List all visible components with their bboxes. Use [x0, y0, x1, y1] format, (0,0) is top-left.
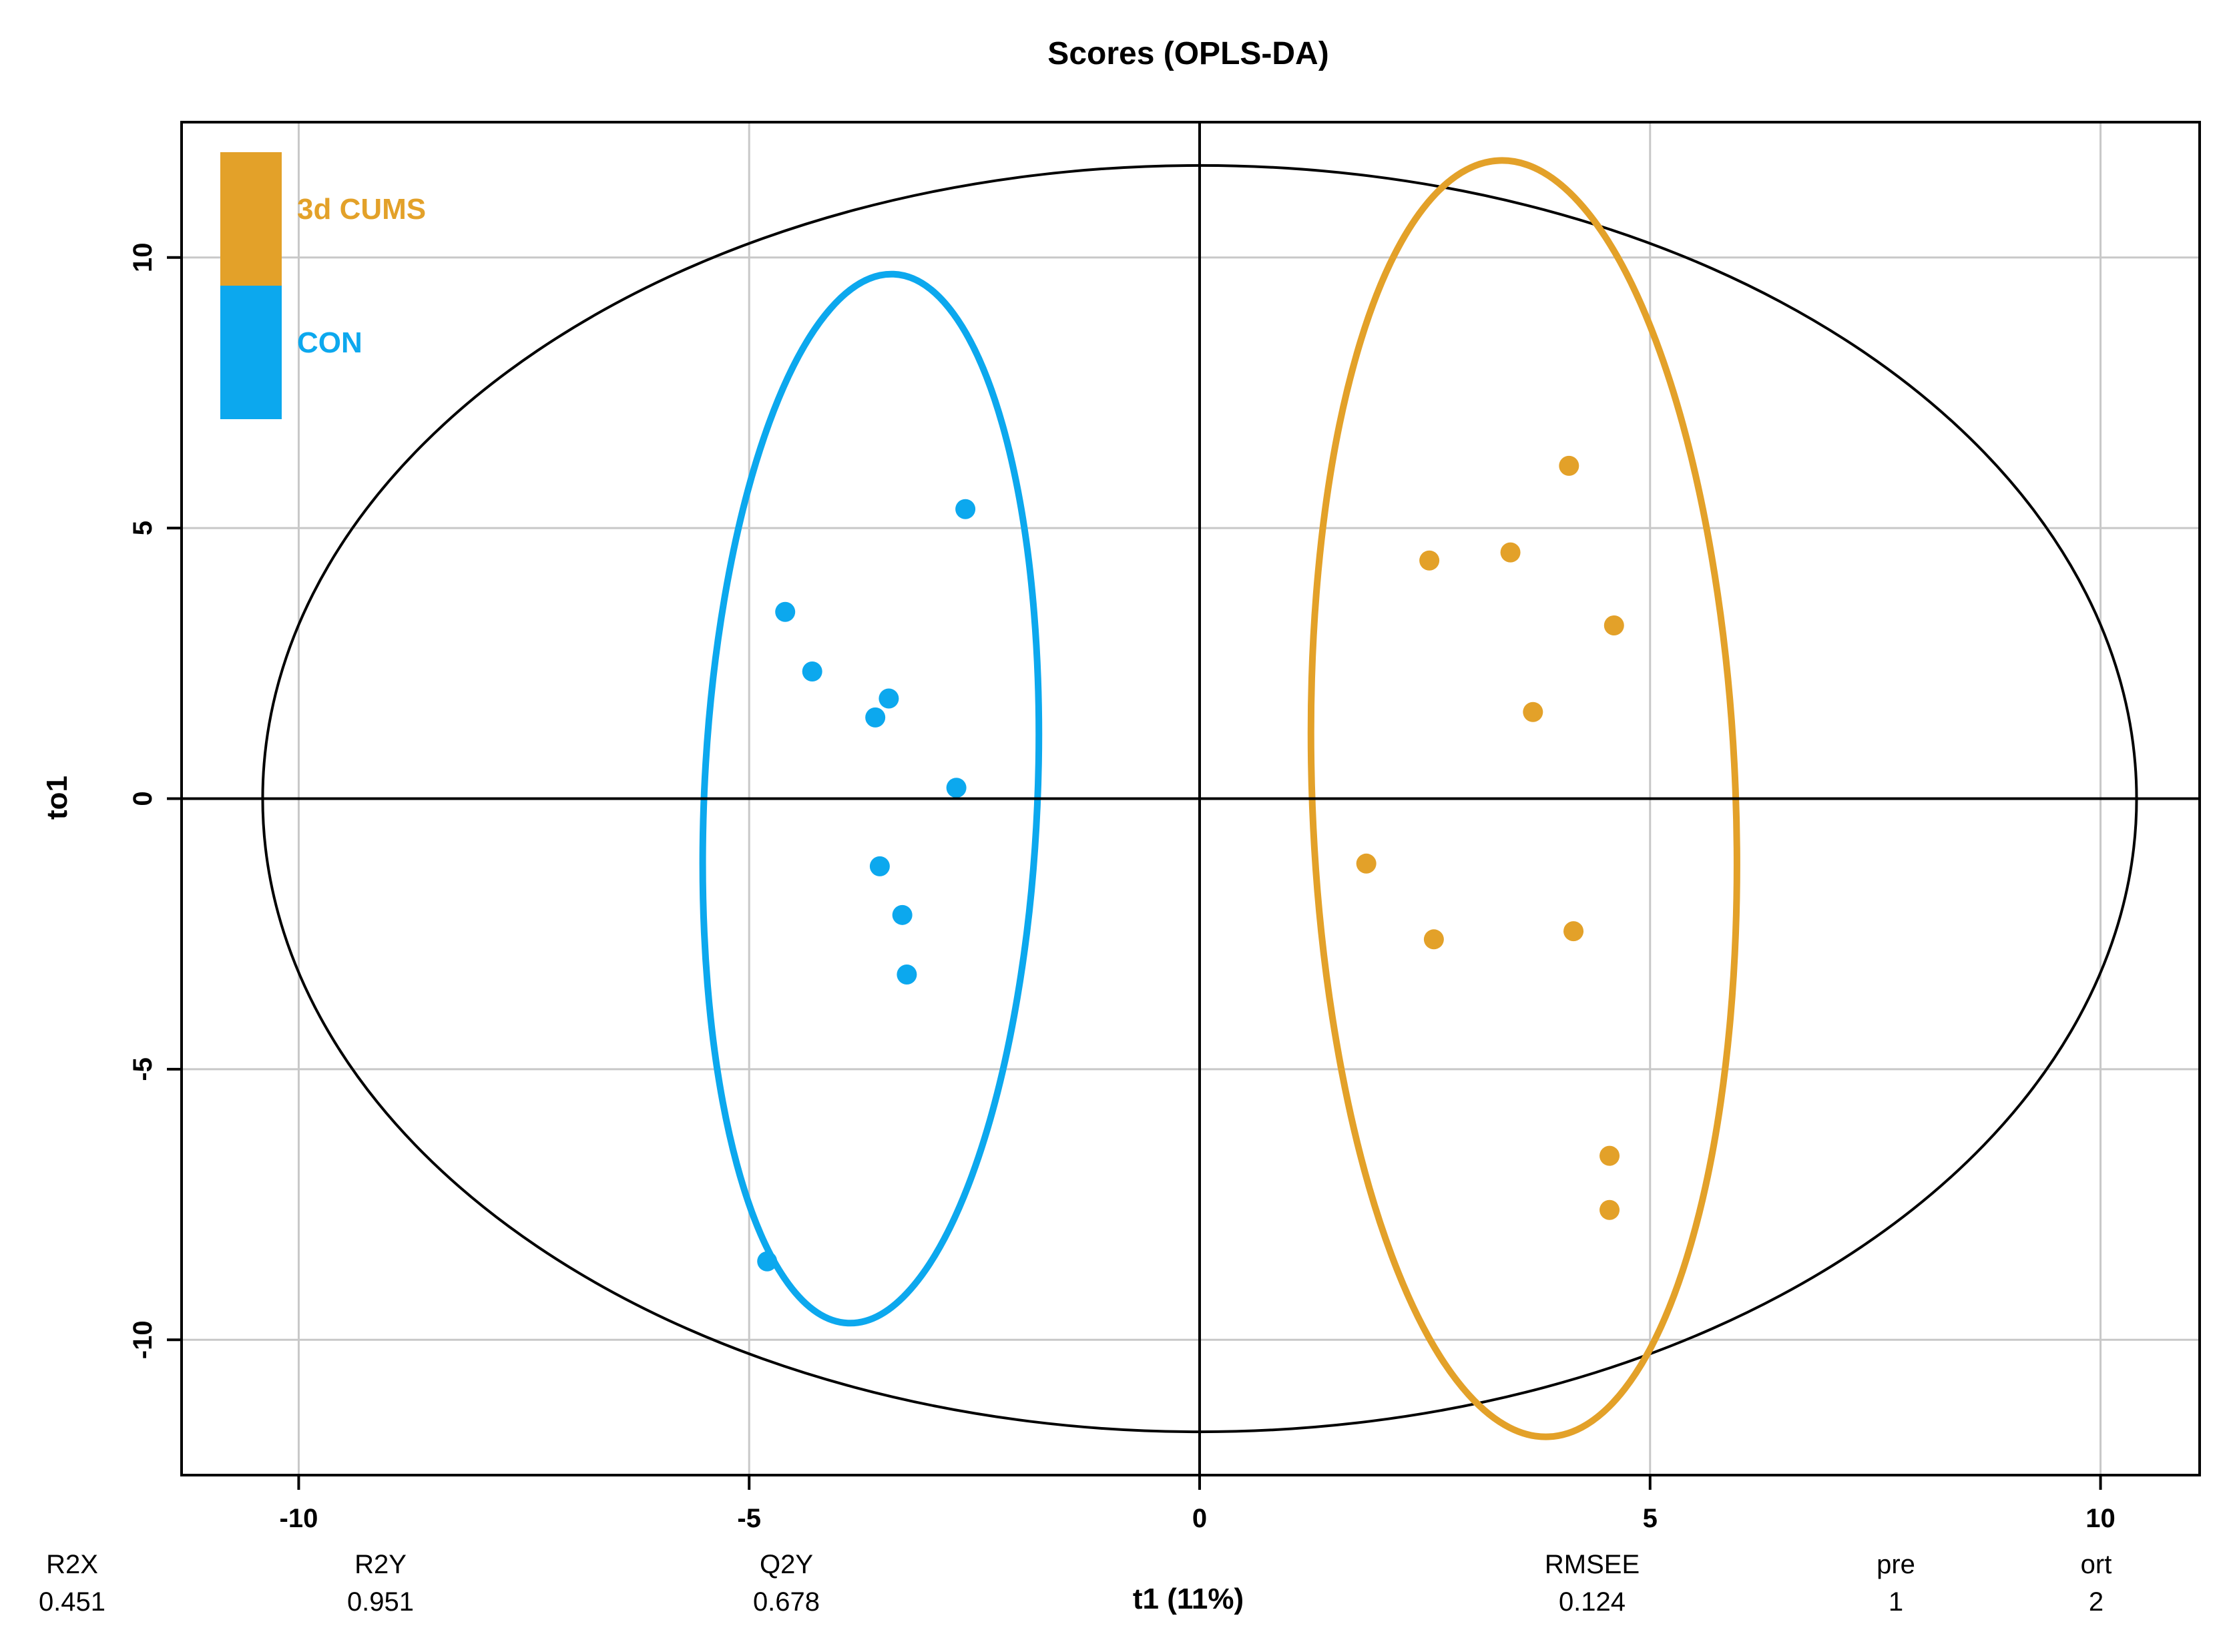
- stat-value: 0.124: [1559, 1587, 1626, 1617]
- legend-swatch-con: [220, 286, 282, 419]
- con-point: [892, 904, 913, 925]
- x-tick-label: 0: [1192, 1504, 1207, 1533]
- stat-label: ort: [2081, 1550, 2112, 1579]
- x-tick-label: -5: [737, 1504, 761, 1533]
- y-tick-label: 10: [128, 242, 158, 272]
- con-point: [946, 778, 967, 798]
- y-tick-label: -10: [128, 1320, 158, 1359]
- 3d-cums-point: [1423, 929, 1444, 950]
- model-statistics: R2X 0.451 R2Y 0.951 Q2Y 0.678 RMSEE 0.124 pre 1 or…: [39, 1550, 2112, 1617]
- chart-title: Scores (OPLS-DA): [1047, 36, 1328, 71]
- 3d-cums-confidence-ellipse: [1307, 157, 1740, 1440]
- grid-lines: [182, 122, 2200, 1475]
- y-tick-label: -5: [128, 1057, 158, 1081]
- 3d-cums-point: [1603, 615, 1624, 636]
- stat-value: 0.678: [753, 1587, 820, 1617]
- 3d-cums-point: [1559, 455, 1579, 476]
- y-tick-label: 5: [128, 521, 158, 535]
- legend: 3d CUMS CON: [220, 152, 426, 419]
- con-confidence-ellipse: [699, 270, 1043, 1327]
- 3d-cums-point: [1563, 921, 1584, 942]
- 3d-cums-point: [1523, 702, 1543, 722]
- x-tick-label: 5: [1643, 1504, 1658, 1533]
- stat-label: R2X: [46, 1550, 98, 1579]
- con-point: [775, 601, 796, 622]
- 3d-cums-point: [1599, 1199, 1620, 1220]
- stat-value: 1: [1889, 1587, 1903, 1617]
- stat-label: pre: [1877, 1550, 1915, 1579]
- con-point: [879, 688, 899, 709]
- stat-value: 2: [2089, 1587, 2104, 1617]
- con-point: [897, 965, 917, 985]
- stat-label: Q2Y: [760, 1550, 813, 1579]
- x-tick-label: -10: [280, 1504, 318, 1533]
- con-point: [865, 707, 886, 728]
- stat-value: 0.451: [39, 1587, 105, 1617]
- x-tick-label: 10: [2085, 1504, 2116, 1533]
- data-points: [757, 455, 1624, 1272]
- stat-label: RMSEE: [1545, 1550, 1640, 1579]
- con-point: [955, 499, 976, 519]
- stat-value: 0.951: [347, 1587, 414, 1617]
- y-axis-label: to1: [41, 776, 73, 820]
- 3d-cums-point: [1500, 542, 1521, 563]
- x-axis-label: t1 (11%): [1133, 1583, 1244, 1615]
- axes: -10 -5 0 5 10 -10 -5 0 5 10: [128, 121, 2201, 1533]
- con-point: [757, 1251, 778, 1272]
- legend-label-3d-cums: 3d CUMS: [297, 193, 426, 226]
- con-point: [802, 661, 822, 681]
- 3d-cums-point: [1356, 853, 1377, 874]
- legend-swatch-3d-cums: [220, 152, 282, 286]
- con-point: [869, 856, 890, 876]
- 3d-cums-point: [1419, 550, 1440, 571]
- y-tick-label: 0: [128, 791, 158, 806]
- legend-label-con: CON: [297, 326, 362, 359]
- 3d-cums-point: [1599, 1145, 1620, 1166]
- stat-label: R2Y: [354, 1550, 407, 1579]
